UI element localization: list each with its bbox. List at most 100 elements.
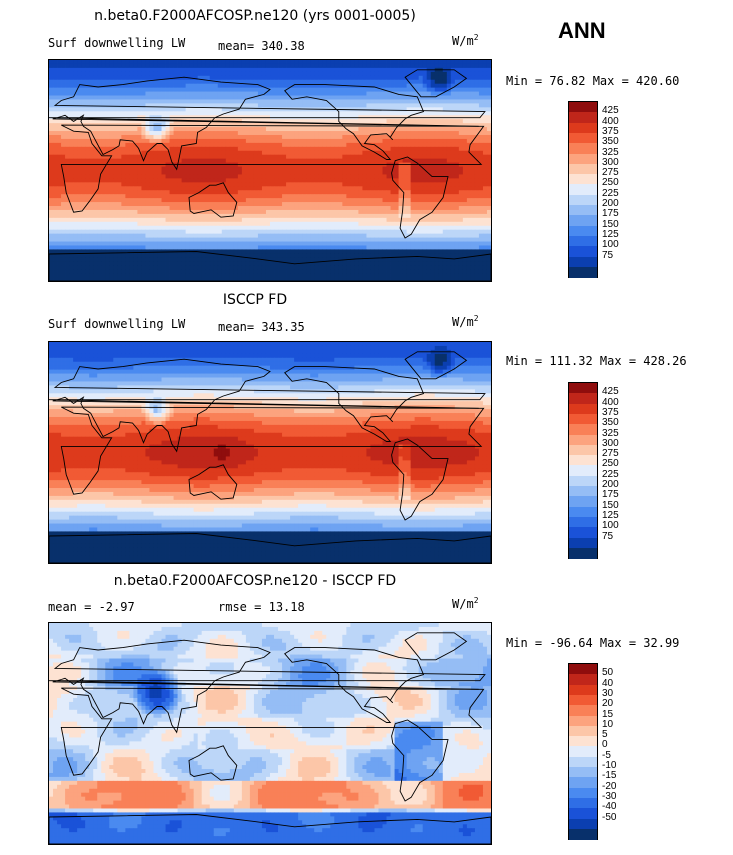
field-cell	[201, 213, 207, 219]
field-cell	[157, 142, 162, 148]
field-cell	[446, 225, 452, 231]
field-cell	[121, 67, 126, 73]
field-cell	[153, 202, 158, 207]
field-cell	[93, 111, 98, 116]
field-cell	[113, 170, 118, 175]
field-cell	[225, 79, 231, 85]
field-cell	[486, 150, 491, 156]
field-cell	[173, 134, 178, 140]
field-cell	[221, 146, 227, 152]
field-cell	[81, 178, 86, 183]
field-cell	[217, 63, 223, 69]
field-cell	[330, 138, 335, 144]
field-cell	[338, 146, 343, 152]
field-cell	[193, 131, 199, 136]
field-cell	[109, 63, 114, 69]
field-cell	[225, 209, 231, 215]
field-cell	[470, 198, 476, 203]
field-cell	[53, 119, 58, 124]
field-cell	[149, 174, 154, 179]
field-cell	[282, 99, 287, 104]
field-cell	[394, 174, 399, 179]
field-cell	[105, 178, 110, 183]
field-cell	[362, 67, 367, 73]
field-cell	[213, 194, 219, 199]
field-cell	[101, 67, 106, 73]
field-cell	[189, 190, 195, 195]
field-cell	[117, 158, 122, 164]
field-cell	[474, 67, 480, 73]
field-cell	[406, 95, 412, 100]
field-cell	[89, 158, 94, 164]
field-cell	[270, 209, 275, 215]
field-cell	[406, 206, 412, 211]
field-cell	[466, 119, 472, 124]
field-cell	[326, 67, 331, 73]
field-cell	[270, 103, 275, 108]
field-cell	[378, 190, 383, 195]
field-cell	[414, 233, 420, 238]
field-cell	[482, 67, 488, 73]
field-cell	[314, 178, 319, 183]
field-cell	[217, 186, 223, 191]
field-cell	[265, 217, 271, 223]
field-cell	[261, 111, 267, 116]
field-cell	[274, 174, 279, 179]
field-cell	[221, 107, 227, 112]
field-cell	[338, 198, 343, 203]
field-cell	[362, 194, 367, 199]
field-cell	[173, 142, 178, 148]
field-cell	[366, 119, 371, 124]
field-cell	[326, 79, 331, 85]
field-cell	[458, 142, 464, 148]
field-cell	[394, 111, 399, 116]
field-cell	[169, 209, 174, 215]
field-cell	[358, 229, 363, 235]
field-cell	[454, 198, 460, 203]
field-cell	[370, 217, 375, 223]
field-cell	[85, 99, 90, 104]
field-cell	[125, 221, 130, 227]
field-cell	[362, 190, 367, 195]
field-cell	[105, 158, 110, 164]
field-cell	[177, 202, 182, 207]
field-cell	[402, 134, 408, 140]
field-cell	[470, 119, 476, 124]
field-cell	[105, 221, 110, 227]
field-cell	[181, 213, 187, 219]
field-cell	[294, 225, 299, 231]
field-cell	[93, 237, 98, 242]
field-cell	[113, 127, 118, 132]
field-cell	[201, 79, 207, 85]
field-cell	[274, 75, 279, 81]
field-cell	[125, 186, 130, 191]
field-cell	[474, 182, 480, 187]
field-cell	[458, 71, 464, 77]
field-cell	[398, 154, 403, 160]
field-cell	[342, 182, 347, 187]
field-cell	[225, 158, 231, 164]
field-cell	[390, 194, 395, 199]
field-cell	[89, 233, 94, 238]
field-cell	[410, 131, 416, 136]
field-cell	[113, 95, 118, 100]
field-cell	[342, 198, 347, 203]
field-cell	[334, 225, 339, 231]
field-cell	[189, 221, 195, 227]
field-cell	[430, 202, 436, 207]
field-cell	[213, 127, 219, 132]
field-cell	[350, 75, 355, 81]
field-cell	[193, 178, 199, 183]
field-cell	[386, 150, 391, 156]
field-cell	[241, 213, 247, 219]
field-cell	[426, 75, 432, 81]
field-cell	[117, 166, 122, 171]
field-cell	[257, 186, 263, 191]
field-cell	[382, 194, 387, 199]
field-cell	[314, 202, 319, 207]
field-cell	[386, 198, 391, 203]
field-cell	[458, 178, 464, 183]
field-cell	[386, 225, 391, 231]
field-cell	[165, 198, 170, 203]
field-cell	[274, 91, 279, 96]
